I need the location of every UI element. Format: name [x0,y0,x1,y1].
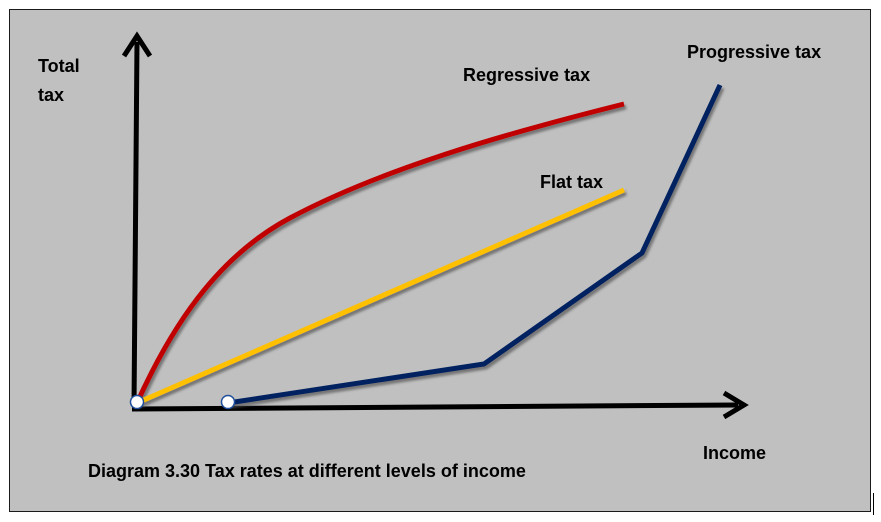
x-axis-arrowhead [722,390,749,420]
regressive-tax-label: Regressive tax [463,65,590,85]
x-axis [131,402,739,412]
axes [121,31,749,420]
edge-mark [873,493,874,515]
origin-marker [129,394,145,410]
progressive-tax-label: Progressive tax [687,42,821,62]
y-axis-arrowhead [121,31,153,58]
progressive-tax-curve [227,83,723,406]
x-axis-label: Income [703,443,766,463]
y-axis [131,41,140,407]
flat-tax-line [135,187,626,406]
diagram-caption: Diagram 3.30 Tax rates at different leve… [88,461,526,481]
flat-tax-label: Flat tax [540,172,603,192]
diagram-frame [9,9,871,512]
regressive-tax-curve [134,101,625,405]
y-axis-label-line2: tax [38,85,64,105]
progressive-start-marker [220,394,236,410]
y-axis-label-line1: Total [38,56,80,76]
